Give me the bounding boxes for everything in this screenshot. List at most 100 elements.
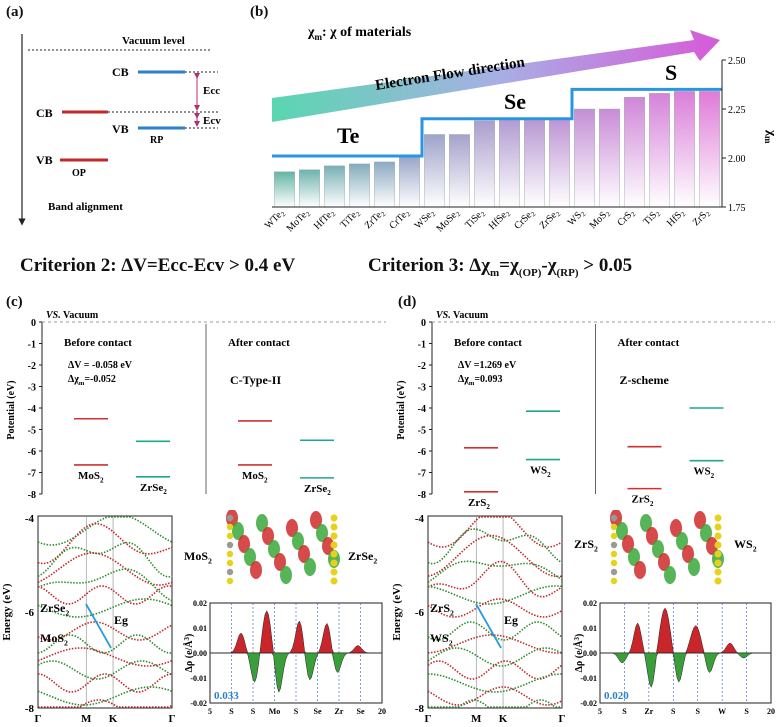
group-te-label: Te	[337, 123, 360, 148]
mat1-label: ZrS2	[632, 494, 654, 508]
potential-tick--8: -8	[28, 490, 36, 501]
group-se-label: Se	[504, 89, 526, 114]
potential-tick--2: -2	[418, 361, 426, 372]
potential-tick--3: -3	[28, 383, 36, 394]
y-tick-1.75: 1.75	[728, 203, 746, 214]
tick-label-TiTe2: TiTe2	[338, 207, 362, 231]
energy-axis-label: Energy (eV)	[391, 583, 403, 640]
band-frame	[427, 515, 563, 709]
density-positive	[600, 607, 771, 654]
density-tick-0.00: 0.00	[193, 649, 207, 658]
potential-tick--5: -5	[28, 426, 36, 437]
kpoint-3: Γ	[559, 713, 566, 725]
density-tick-0.00: 0.00	[583, 649, 597, 658]
density-tick-0.02: 0.02	[193, 599, 207, 608]
mat2-label: WS2	[530, 465, 551, 479]
svg-text:RP: RP	[150, 135, 163, 146]
group-s-label: S	[665, 60, 677, 85]
potential-axis-label: Potential (eV)	[396, 380, 407, 439]
tick-label-CrSe2: CrSe2	[512, 207, 537, 232]
panel-c-structure: MoS2 ZrSe2	[184, 510, 377, 585]
electronegativity-bar-chart: χm: χ of materials Electron Flow directi…	[263, 25, 779, 235]
kpoint-0: Γ	[35, 713, 42, 725]
tick-label-WTe2: WTe2	[263, 207, 288, 232]
svg-text:Ecc: Ecc	[203, 85, 220, 97]
panel-d-label: (d)	[398, 294, 417, 310]
density-value: 0.033	[214, 690, 239, 702]
bar-WS2	[574, 108, 595, 208]
tick-label-ZrSe2: ZrSe2	[538, 207, 563, 232]
delta-chi-label: Δχm=0.093	[458, 374, 503, 387]
heterostructure-type: C-Type-II	[230, 373, 281, 387]
y-tick-2.25: 2.25	[728, 105, 746, 116]
svg-text:Ecv: Ecv	[203, 115, 221, 127]
tick-label-ZrTe2: ZrTe2	[363, 207, 388, 232]
density-xtick-6: Zr	[335, 707, 344, 716]
struct-left-label: MoS2	[184, 549, 212, 566]
density-negative	[600, 652, 771, 688]
bar-CrTe2	[399, 155, 420, 208]
density-xtick-7: 20	[767, 707, 775, 716]
density-negative	[210, 652, 382, 693]
potential-tick--7: -7	[28, 469, 36, 480]
potential-tick--6: -6	[418, 447, 426, 458]
band-label-1: ZrSe2	[40, 601, 69, 618]
density-xtick-1: S	[622, 707, 627, 716]
mat1-label: MoS2	[242, 470, 268, 484]
svg-text:CB: CB	[112, 65, 129, 79]
bar-ZrS2	[699, 91, 720, 208]
after-contact-label: After contact	[228, 337, 290, 349]
mat2-label: WS2	[694, 466, 715, 480]
tick-label-CrS2: CrS2	[615, 207, 637, 229]
eg-arrow	[85, 603, 112, 649]
delta-v-label: ΔV = -0.058 eV	[68, 360, 133, 371]
density-xtick-4: S	[695, 707, 700, 716]
potential-tick--3: -3	[418, 383, 426, 394]
band-frame	[37, 515, 173, 709]
potential-tick--4: -4	[28, 404, 36, 415]
kpoint-0: Γ	[425, 713, 432, 725]
delta-chi-label: Δχm=-0.052	[68, 374, 116, 387]
vs-vacuum-label: VS. Vacuum	[46, 310, 99, 321]
eg-arrow	[475, 603, 502, 649]
panel-b-label: (b)	[250, 4, 269, 20]
bar-MoSe2	[449, 134, 470, 208]
chi-axis-label: χm	[763, 129, 779, 144]
delta-v-label: ΔV =1.269 eV	[458, 360, 517, 371]
density-xtick-3: Mo	[269, 707, 281, 716]
bar-TiSe2	[474, 120, 495, 208]
bar-ZrSe2	[549, 118, 570, 208]
density-positive	[210, 610, 382, 654]
potential-tick--2: -2	[28, 361, 36, 372]
svg-text:VB: VB	[36, 153, 53, 167]
bar-MoS2	[599, 108, 620, 208]
after-contact-label: After contact	[618, 337, 680, 349]
density-xtick-6: S	[744, 707, 749, 716]
tick-label-HfSe2: HfSe2	[487, 207, 513, 233]
vs-vacuum-label: VS. Vacuum	[436, 310, 489, 321]
tick-label-MoTe2: MoTe2	[285, 207, 313, 235]
panel-c-charge-density: 0.02 0.01 0.00 -0.01 -0.025 S S Mo S Se Zr Se 20 0.03…	[183, 599, 386, 716]
density-value: 0.020	[604, 690, 629, 702]
energy-tick--8: -8	[25, 703, 35, 715]
band-label-2: WS2	[430, 631, 453, 648]
bar-TiTe2	[349, 163, 370, 208]
vacuum-level-label: Vacuum level	[122, 35, 185, 47]
density-tick-0.02: 0.02	[583, 599, 597, 608]
density-xtick-5: Se	[314, 707, 322, 716]
bar-CrSe2	[524, 118, 545, 208]
density-xtick-1: S	[229, 707, 234, 716]
bar-ZrTe2	[374, 161, 395, 208]
bar-TiS2	[649, 93, 670, 208]
svg-text:VB: VB	[112, 122, 129, 136]
energy-tick--4: -4	[415, 513, 425, 525]
panel-c-potential-diagram: 0 -1 -2 -3 -4 -5 -6 -7 -8 Potential (eV) VS. Vacuu…	[6, 310, 386, 501]
density-xtick-0: 5	[598, 707, 602, 716]
before-contact-label: Before contact	[454, 337, 522, 349]
criterion-2: Criterion 2: ΔV=Ecc-Ecv > 0.4 eV	[20, 255, 296, 276]
potential-tick--1: -1	[418, 340, 426, 351]
bar-CrS2	[624, 97, 645, 208]
density-axis-label: Δρ (e/Å3)	[183, 634, 195, 673]
potential-axis-label: Potential (eV)	[6, 380, 17, 439]
eg-label: Eg	[504, 613, 518, 627]
